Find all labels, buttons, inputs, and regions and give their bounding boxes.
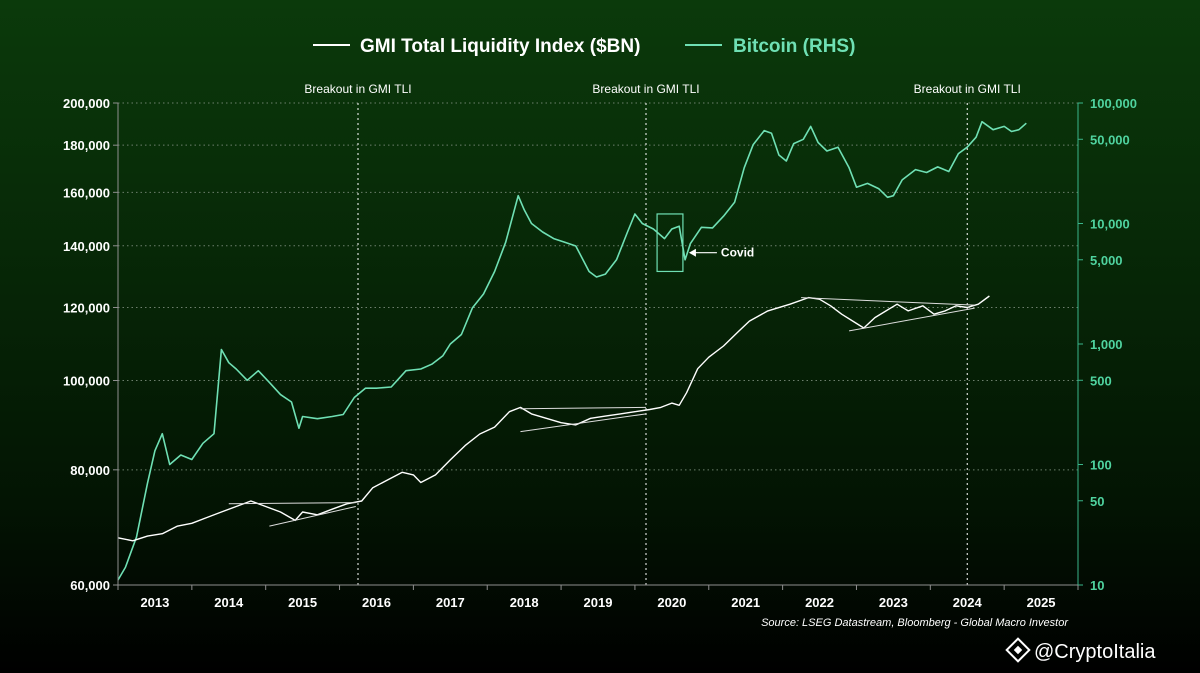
trendline (269, 505, 356, 527)
x-tick-label: 2013 (140, 595, 169, 610)
watermark: @CryptoItalia (1005, 637, 1156, 663)
covid-arrow-head-icon (688, 248, 696, 257)
right-tick-label: 10,000 (1090, 217, 1130, 232)
x-tick-label: 2014 (214, 595, 244, 610)
diamond-logo-icon (1005, 637, 1031, 663)
x-tick-label: 2020 (657, 595, 686, 610)
x-tick-label: 2015 (288, 595, 317, 610)
covid-annotation: Covid (656, 213, 754, 273)
x-tick-label: 2019 (584, 595, 613, 610)
left-tick-label: 160,000 (63, 185, 110, 200)
left-tick-label: 100,000 (63, 373, 110, 388)
left-tick-label: 80,000 (70, 463, 110, 478)
legend-label-gmi: GMI Total Liquidity Index ($BN) (360, 36, 640, 57)
x-tick-label: 2017 (436, 595, 465, 610)
right-tick-label: 5,000 (1090, 253, 1123, 268)
right-tick-label: 50 (1090, 494, 1104, 509)
x-tick-label: 2024 (953, 595, 983, 610)
trendline (848, 307, 975, 332)
x-tick-label: 2022 (805, 595, 834, 610)
left-tick-label: 60,000 (70, 578, 110, 593)
x-tick-label: 2025 (1027, 595, 1056, 610)
x-tick-label: 2023 (879, 595, 908, 610)
x-axis-ticks: 2013 2014 2015 2016 2017 2018 2019 2020 2021 2022… (117, 585, 1079, 610)
trendline (228, 502, 356, 505)
right-axis-ticks: 10 50 100 500 1,000 5,000 10,000 50,000 100,000 (1078, 96, 1137, 593)
breakout-label: Breakout in GMI TLI (592, 82, 699, 96)
gridlines (118, 102, 1078, 471)
left-tick-label: 180,000 (63, 138, 110, 153)
trendline (520, 406, 647, 410)
trendline (801, 297, 975, 306)
x-tick-label: 2021 (731, 595, 760, 610)
bitcoin-series (117, 120, 1027, 581)
right-tick-label: 100 (1090, 458, 1112, 473)
right-tick-label: 100,000 (1090, 96, 1137, 111)
breakout-label: Breakout in GMI TLI (914, 82, 1021, 96)
right-tick-label: 50,000 (1090, 132, 1130, 147)
trendlines (228, 297, 975, 527)
breakout-label: Breakout in GMI TLI (304, 82, 411, 96)
right-tick-label: 1,000 (1090, 337, 1123, 352)
x-tick-label: 2016 (362, 595, 391, 610)
x-tick-label: 2018 (510, 595, 539, 610)
watermark-text: @CryptoItalia (1034, 641, 1156, 663)
left-tick-label: 120,000 (63, 301, 110, 316)
trendline (520, 413, 647, 433)
covid-label: Covid (721, 246, 754, 260)
left-tick-label: 200,000 (63, 96, 110, 111)
right-tick-label: 500 (1090, 373, 1112, 388)
legend-label-btc: Bitcoin (RHS) (733, 36, 855, 57)
source-note: Source: LSEG Datastream, Bloomberg - Glo… (761, 617, 1069, 629)
left-axis-ticks: 60,000 80,000 100,000 120,000 140,000 160,000… (63, 96, 118, 593)
covid-box (656, 213, 684, 273)
right-tick-label: 10 (1090, 578, 1104, 593)
breakout-markers: Breakout in GMI TLI Breakout in GMI TLI Br… (304, 82, 1021, 585)
legend: GMI Total Liquidity Index ($BN) Bitcoin … (313, 36, 855, 57)
bitcoin-line (117, 120, 1027, 581)
left-tick-label: 140,000 (63, 239, 110, 254)
